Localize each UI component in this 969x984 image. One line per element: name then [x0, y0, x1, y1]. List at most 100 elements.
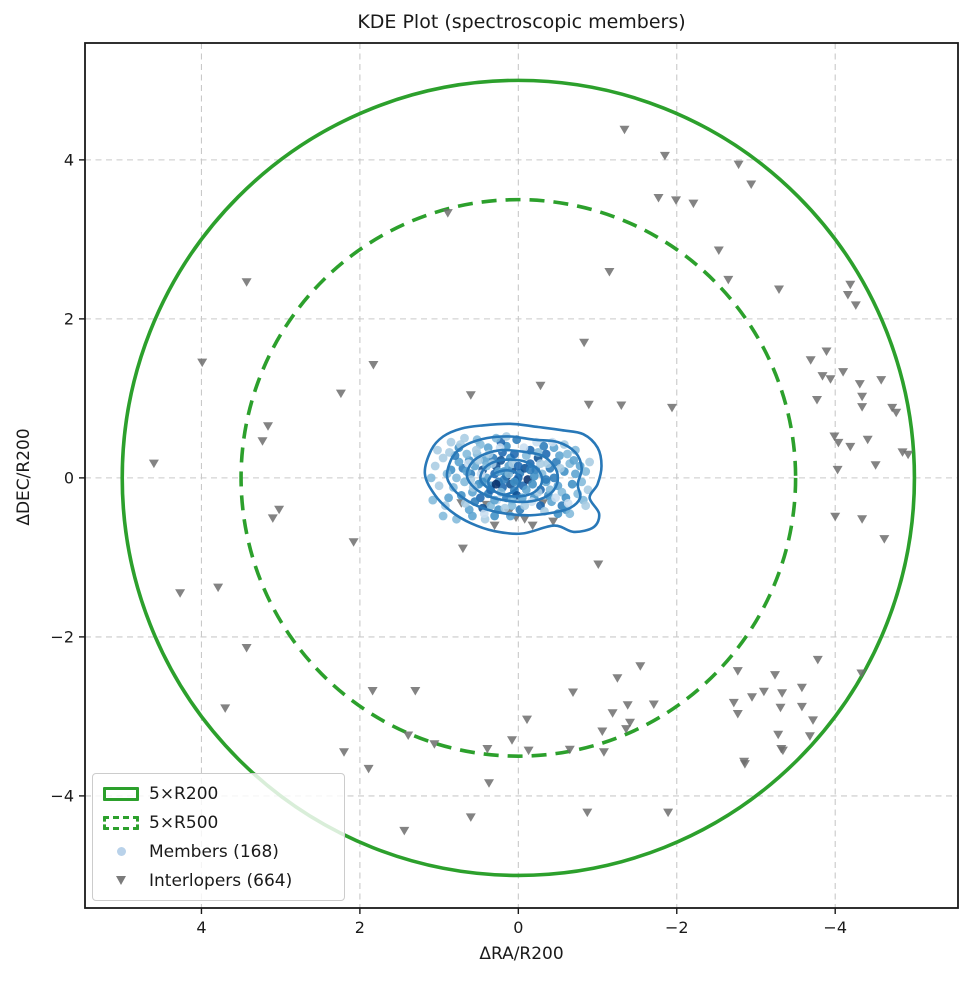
r200-circle: [120, 78, 917, 878]
interloper-point: [804, 732, 815, 741]
interloper-point: [862, 435, 873, 445]
interloper-point: [732, 710, 743, 719]
interloper-point: [582, 808, 593, 818]
member-point: [567, 479, 577, 489]
member-point: [468, 511, 477, 521]
member-dot-icon: [93, 847, 149, 856]
interloper-point: [747, 693, 757, 702]
interloper-point: [854, 380, 865, 389]
member-point: [581, 467, 591, 476]
interloper-point: [257, 437, 268, 446]
interloper-point: [758, 687, 769, 697]
interloper-point: [482, 745, 493, 754]
interloper-point: [267, 514, 278, 523]
interloper-point: [842, 291, 853, 300]
interloper-point: [746, 180, 757, 189]
interloper-point: [612, 674, 623, 683]
interloper-point: [796, 702, 807, 712]
interloper-point: [857, 403, 868, 412]
member-point: [529, 471, 539, 481]
interloper-point: [241, 644, 252, 653]
interloper-point: [625, 718, 635, 728]
interloper-point: [796, 683, 807, 693]
interloper-point: [564, 745, 575, 755]
interloper-point: [621, 725, 632, 734]
member-point: [438, 453, 448, 463]
plot-title: KDE Plot (spectroscopic members): [357, 11, 686, 33]
member-point: [454, 457, 464, 467]
interloper-point: [484, 779, 494, 788]
interloper-point: [876, 376, 887, 385]
y-tick-label: 0: [64, 468, 74, 487]
interloper-point: [856, 669, 867, 678]
interloper-point: [339, 748, 349, 757]
y-tick-label: −4: [50, 786, 74, 805]
legend-label: Members (168): [149, 841, 279, 862]
legend-label: 5×R500: [149, 812, 219, 833]
x-tick-label: 4: [196, 918, 206, 937]
interloper-point: [838, 368, 849, 377]
interloper-point: [817, 372, 828, 381]
interloper-point: [825, 375, 836, 384]
interloper-point: [833, 438, 844, 448]
interloper-triangle-icon: [93, 876, 149, 885]
interloper-point: [770, 671, 780, 680]
member-point: [438, 511, 448, 521]
interloper-point: [457, 544, 468, 554]
member-point: [444, 493, 453, 503]
interloper-point: [897, 448, 908, 457]
interloper-point: [489, 521, 500, 531]
member-point: [549, 473, 559, 483]
legend-item-r500: 5×R500: [93, 808, 344, 837]
interloper-point: [367, 687, 378, 696]
interloper-point: [688, 199, 699, 209]
interloper-point: [891, 408, 902, 418]
legend-item-interlopers: Interlopers (664): [93, 866, 344, 895]
member-point: [541, 475, 551, 484]
interloper-point: [887, 403, 898, 413]
interloper-point: [733, 160, 744, 170]
member-point: [528, 479, 537, 489]
interloper-point: [663, 808, 674, 818]
interloper-point: [903, 450, 914, 460]
member-point: [563, 449, 572, 459]
member-point: [428, 495, 438, 505]
member-point: [445, 448, 454, 457]
x-tick-label: 2: [355, 918, 365, 937]
interloper-point: [812, 396, 822, 405]
interloper-point: [732, 667, 743, 676]
interloper-point: [507, 736, 517, 745]
legend: 5×R200 5×R500 Members (168) Interlopers …: [92, 773, 345, 901]
interloper-point: [274, 505, 285, 515]
member-point: [426, 473, 436, 483]
x-tick-label: −4: [823, 918, 847, 937]
x-tick-label: −2: [665, 918, 689, 937]
interloper-point: [368, 361, 379, 370]
interloper-point: [857, 515, 868, 524]
interloper-point: [598, 748, 609, 757]
interloper-point: [739, 760, 750, 769]
r500-swatch-icon: [93, 815, 149, 830]
y-axis-label: ΔDEC/R200: [14, 428, 34, 526]
member-point: [471, 445, 481, 455]
interloper-point: [713, 246, 724, 255]
interloper-point: [671, 196, 681, 205]
member-point: [491, 479, 501, 489]
member-point: [583, 485, 593, 495]
interloper-point: [774, 285, 784, 294]
axes-frame: 4 2 0 −2 −4 4 2 0 −2 −4: [50, 42, 959, 937]
member-point: [460, 433, 469, 443]
interloper-point: [845, 442, 856, 452]
interloper-point: [830, 512, 841, 522]
r200-swatch-icon: [93, 786, 149, 801]
x-axis-label: ΔRA/R200: [479, 944, 564, 964]
interloper-point: [335, 389, 346, 399]
interloper-point: [622, 701, 633, 710]
member-point: [571, 445, 580, 455]
interloper-point: [522, 715, 532, 725]
interloper-point: [812, 655, 823, 665]
interloper-point: [403, 731, 414, 740]
member-point: [525, 465, 535, 475]
member-point: [500, 503, 510, 513]
interloper-point: [777, 689, 788, 698]
